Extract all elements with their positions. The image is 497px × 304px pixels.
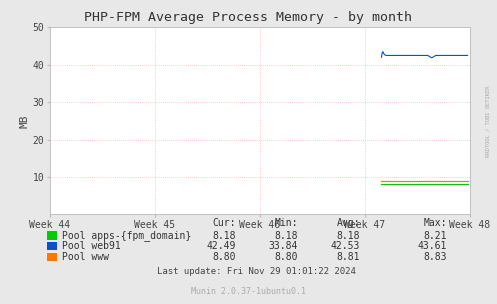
Y-axis label: MB: MB [19, 114, 30, 128]
Text: 42.49: 42.49 [207, 241, 236, 251]
Text: 8.18: 8.18 [337, 231, 360, 240]
Text: Max:: Max: [424, 218, 447, 227]
Text: 8.81: 8.81 [337, 252, 360, 262]
Text: Avg:: Avg: [337, 218, 360, 227]
Text: PHP-FPM Average Process Memory - by month: PHP-FPM Average Process Memory - by mont… [84, 11, 413, 24]
Text: 8.80: 8.80 [213, 252, 236, 262]
Text: Min:: Min: [275, 218, 298, 227]
Text: Last update: Fri Nov 29 01:01:22 2024: Last update: Fri Nov 29 01:01:22 2024 [157, 267, 355, 276]
Text: 8.21: 8.21 [424, 231, 447, 240]
Text: 8.80: 8.80 [275, 252, 298, 262]
Text: Munin 2.0.37-1ubuntu0.1: Munin 2.0.37-1ubuntu0.1 [191, 287, 306, 296]
Text: 42.53: 42.53 [331, 241, 360, 251]
Text: 43.61: 43.61 [418, 241, 447, 251]
Text: Pool www: Pool www [62, 252, 109, 262]
Text: 8.18: 8.18 [275, 231, 298, 240]
Text: Pool web91: Pool web91 [62, 241, 121, 251]
Text: 8.18: 8.18 [213, 231, 236, 240]
Text: Cur:: Cur: [213, 218, 236, 227]
Text: 33.84: 33.84 [269, 241, 298, 251]
Text: RRDTOOL / TOBI OETIKER: RRDTOOL / TOBI OETIKER [486, 86, 491, 157]
Text: Pool apps-{fpm_domain}: Pool apps-{fpm_domain} [62, 230, 191, 241]
Text: 8.83: 8.83 [424, 252, 447, 262]
